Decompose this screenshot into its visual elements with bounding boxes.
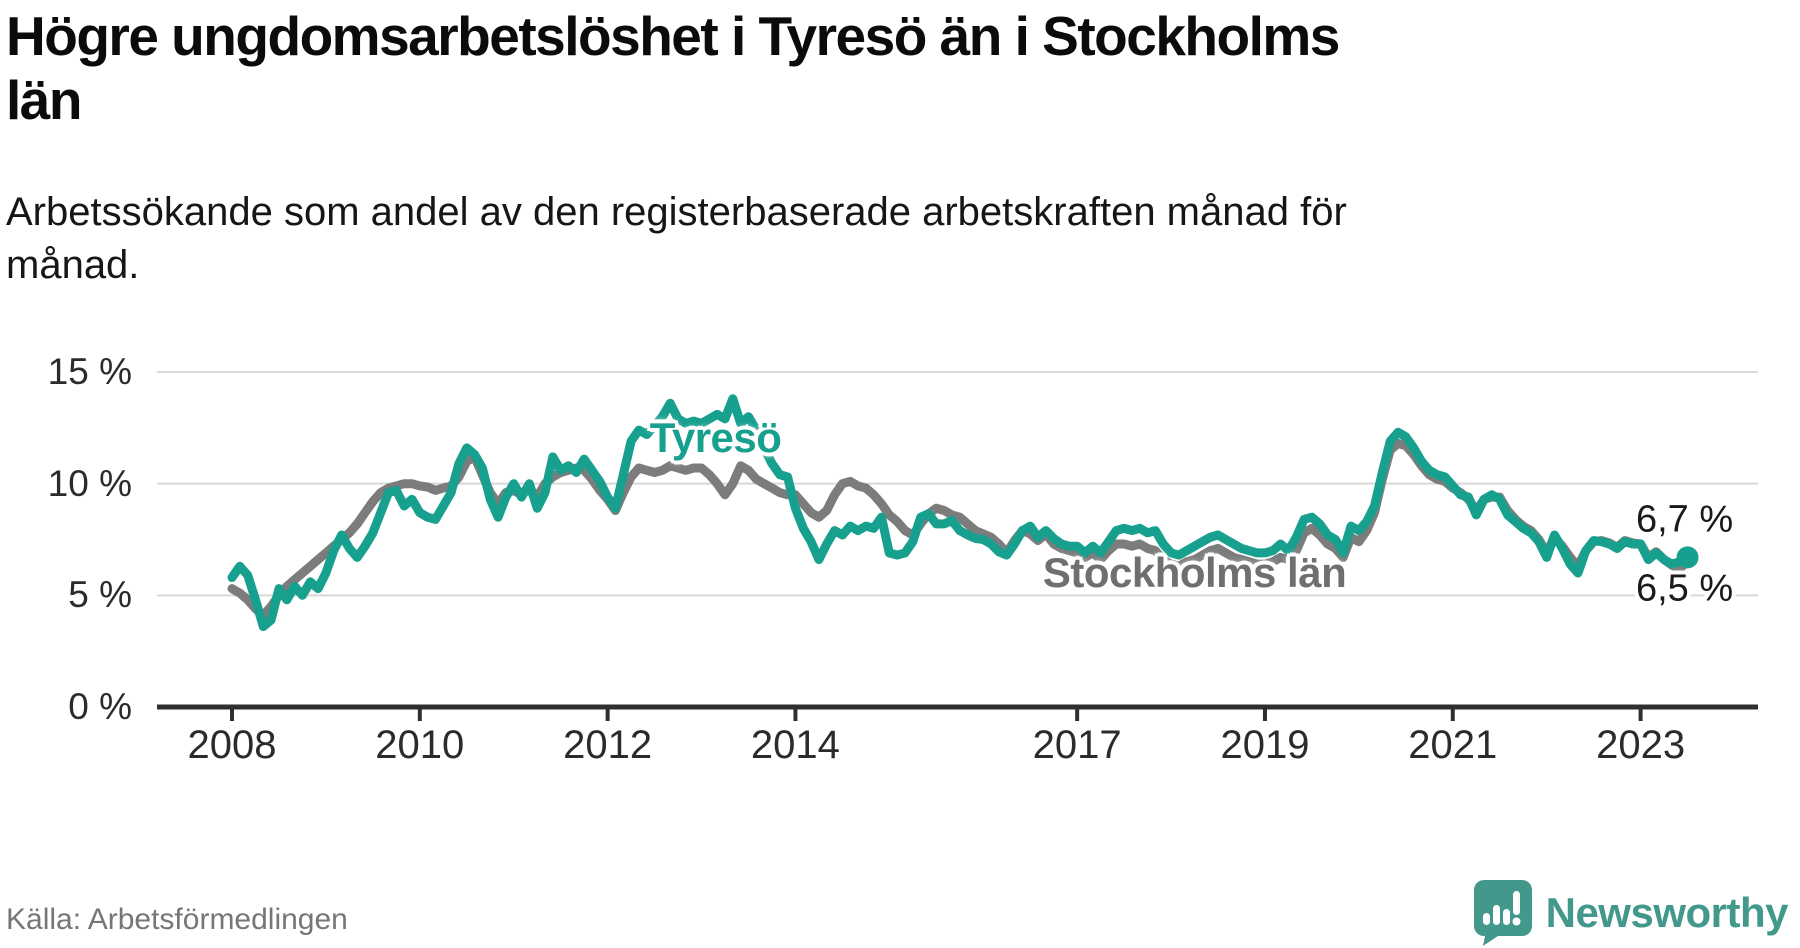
end-value-label: 6,7 %: [1635, 498, 1734, 541]
x-tick-label: 2014: [750, 723, 840, 767]
series-label-Stockholms län: Stockholms län: [1042, 549, 1347, 596]
y-tick-label: 5 %: [68, 574, 132, 616]
x-tick-label: 2012: [563, 723, 653, 767]
x-tick-label: 2023: [1596, 723, 1686, 767]
newsworthy-logo-icon: [1473, 880, 1532, 946]
series-line-Tyresö: [227, 394, 1692, 632]
x-tick-label: 2010: [375, 723, 465, 767]
y-tick-label: 15 %: [47, 351, 132, 392]
x-tick-label: 2008: [187, 723, 277, 767]
page-subtitle: Arbetssökande som andel av den registerb…: [6, 190, 1347, 287]
series-label-Tyresö: Tyresö: [649, 413, 782, 461]
x-tick-label: 2021: [1408, 723, 1498, 767]
x-tick-label: 2019: [1220, 723, 1310, 767]
end-value-label: 6,5 %: [1635, 567, 1734, 610]
y-tick-label: 0 %: [68, 686, 132, 727]
page-title: Högre ungdomsarbetslöshet i Tyresö än i …: [6, 5, 1340, 132]
x-tick-label: 2017: [1032, 723, 1122, 767]
series-end-dot: [1676, 546, 1699, 569]
y-tick-label: 10 %: [47, 462, 132, 504]
source-note: Källa: Arbetsförmedlingen: [6, 903, 348, 936]
newsworthy-wordmark: Newsworthy: [1545, 889, 1789, 936]
newsworthy-logo: Newsworthy: [1473, 880, 1789, 946]
